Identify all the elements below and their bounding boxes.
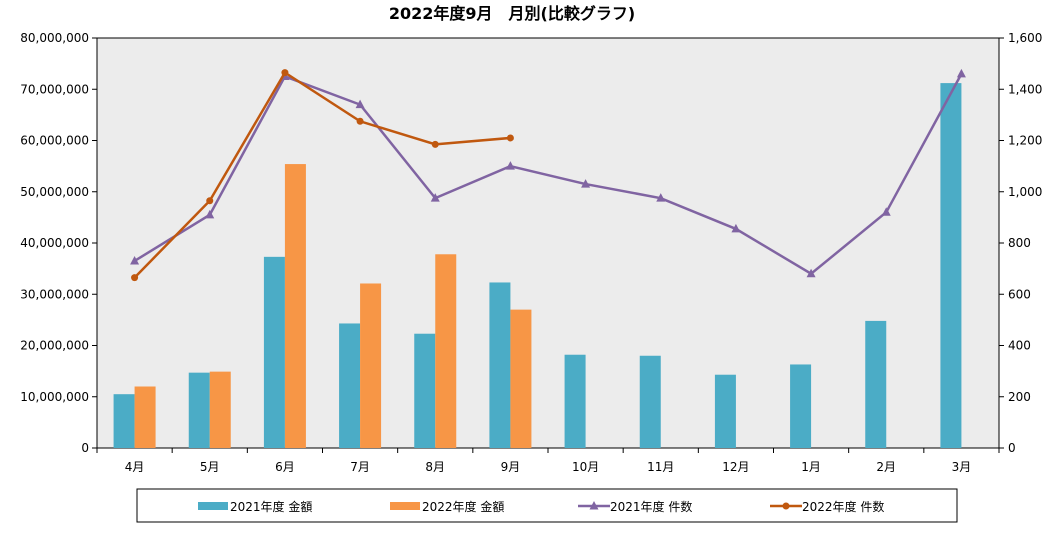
plot-area: [96, 37, 1000, 449]
line-series-3: [133, 73, 963, 276]
right-tick-label: 600: [1008, 287, 1031, 301]
bar-2: [284, 164, 306, 448]
left-axis: 0 10,000,000 20,000,000 30,000,000 40,000,00…: [20, 31, 97, 455]
x-tick-label: 7月: [350, 460, 370, 474]
right-tick-label: 1,000: [1008, 185, 1042, 199]
bar-1: [113, 394, 135, 448]
triangle-marker: [731, 223, 741, 233]
bar-1: [489, 282, 511, 448]
right-axis: 0 200 400 600 800 1,000 1,200 1,400 1,600: [999, 31, 1042, 455]
left-tick-label: 40,000,000: [20, 236, 89, 250]
x-axis: 4月 5月 6月 7月 8月 9月 10月 11月 12月 1月 2月 3月: [96, 448, 1000, 474]
right-tick-label: 1,600: [1008, 31, 1042, 45]
line-series-4: [133, 70, 511, 279]
legend-label: 2022年度 件数: [802, 499, 884, 514]
x-tick-label: 9月: [501, 460, 521, 474]
circle-marker: [131, 274, 139, 282]
bar-series-group: [113, 83, 962, 448]
legend-marker: [589, 501, 599, 510]
bar-2: [510, 309, 532, 448]
triangle-marker: [656, 193, 666, 202]
triangle-marker: [355, 99, 365, 109]
legend-label: 2021年度 件数: [610, 499, 692, 514]
right-tick-label: 200: [1008, 390, 1031, 404]
bar-1: [188, 372, 210, 448]
triangle-marker: [505, 161, 515, 170]
x-tick-label: 12月: [722, 460, 749, 474]
legend-swatch: [390, 502, 420, 510]
right-tick-label: 800: [1008, 236, 1031, 250]
left-tick-label: 50,000,000: [20, 185, 89, 199]
left-tick-label: 60,000,000: [20, 134, 89, 148]
triangle-marker: [130, 255, 140, 265]
triangle-marker: [806, 268, 816, 278]
bar-1: [339, 323, 361, 448]
triangle-marker: [430, 193, 440, 202]
bar-1: [714, 374, 736, 448]
circle-marker: [281, 69, 289, 77]
left-tick-label: 20,000,000: [20, 339, 89, 353]
line-series-group: [130, 68, 966, 282]
chart-title: 2022年度9月 月別(比較グラフ): [389, 4, 635, 23]
legend-marker: [782, 502, 790, 510]
right-tick-label: 400: [1008, 339, 1031, 353]
left-tick-label: 70,000,000: [20, 82, 89, 96]
bar-1: [790, 364, 812, 448]
legend: 2021年度 金額 2022年度 金額 2021年度 件数 2022年度 件数: [198, 499, 884, 514]
circle-marker: [356, 117, 364, 125]
left-tick-label: 10,000,000: [20, 390, 89, 404]
bar-1: [865, 320, 887, 448]
legend-box: [136, 488, 958, 523]
left-tick-label: 0: [81, 441, 89, 455]
x-tick-label: 6月: [275, 460, 295, 474]
x-tick-label: 5月: [200, 460, 220, 474]
x-tick-label: 4月: [125, 460, 145, 474]
x-tick-label: 3月: [952, 460, 972, 474]
right-tick-label: 1,200: [1008, 134, 1042, 148]
bar-2: [435, 254, 457, 448]
circle-marker: [206, 197, 214, 205]
bar-1: [564, 354, 586, 448]
right-tick-label: 1,400: [1008, 82, 1042, 96]
x-tick-label: 1月: [801, 460, 821, 474]
bar-2: [209, 371, 231, 448]
x-tick-label: 8月: [425, 460, 445, 474]
legend-swatch: [198, 502, 228, 510]
bar-2: [134, 386, 156, 448]
x-tick-label: 10月: [572, 460, 599, 474]
triangle-marker: [881, 207, 891, 216]
circle-marker: [431, 140, 439, 148]
legend-label: 2022年度 金額: [422, 499, 504, 514]
right-tick-label: 0: [1008, 441, 1016, 455]
bar-1: [263, 256, 285, 448]
left-tick-label: 30,000,000: [20, 287, 89, 301]
bar-1: [639, 355, 661, 448]
legend-label: 2021年度 金額: [230, 499, 312, 514]
x-tick-label: 11月: [647, 460, 674, 474]
x-tick-label: 2月: [876, 460, 896, 474]
triangle-marker: [581, 179, 591, 188]
left-tick-label: 80,000,000: [20, 31, 89, 45]
triangle-marker: [956, 68, 966, 78]
triangle-marker: [205, 209, 215, 219]
circle-marker: [506, 134, 514, 142]
bar-1: [414, 333, 436, 448]
bar-1: [940, 83, 962, 448]
bar-2: [360, 283, 382, 448]
